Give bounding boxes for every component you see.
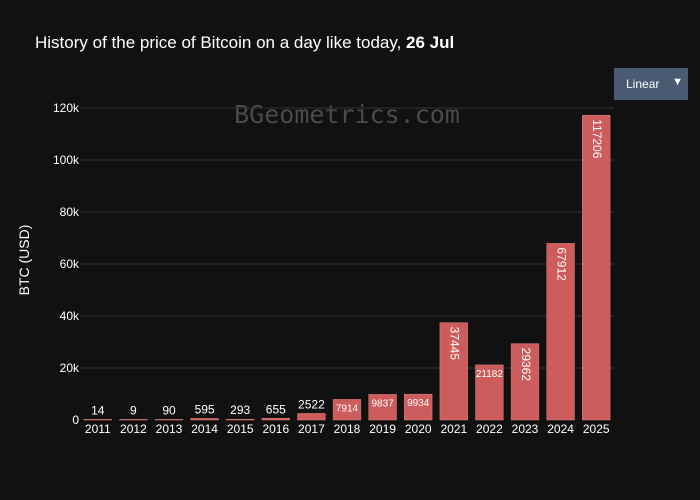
bar[interactable] [119, 419, 148, 421]
bar-value-label: 67912 [554, 247, 568, 281]
scale-dropdown-label: Linear [626, 77, 660, 91]
y-tick-label: 0 [72, 413, 79, 427]
bar[interactable] [439, 322, 468, 421]
bar[interactable] [404, 393, 433, 421]
bar[interactable] [190, 418, 219, 421]
bar-value-label: 595 [195, 402, 215, 416]
bar[interactable] [154, 419, 184, 421]
x-tick-label: 2015 [227, 422, 254, 436]
bar[interactable] [297, 413, 326, 421]
chevron-down-icon: ▼ [672, 76, 683, 88]
bar[interactable] [368, 394, 397, 421]
x-tick-label: 2011 [85, 422, 111, 436]
bar-value-label: 293 [230, 403, 250, 417]
bar-value-label: 21182 [476, 369, 504, 380]
bar-value-label: 9837 [371, 398, 394, 409]
x-tick-label: 2022 [476, 422, 503, 436]
x-tick-label: 2017 [298, 422, 325, 436]
bar[interactable] [582, 115, 611, 421]
bar[interactable] [546, 243, 575, 421]
bar[interactable] [226, 418, 255, 421]
x-tick-label: 2018 [334, 422, 361, 436]
x-tick-label: 2024 [547, 422, 574, 436]
bar-value-label: 2522 [298, 397, 325, 411]
x-tick-label: 2013 [156, 422, 183, 436]
bar-value-label: 9 [130, 403, 137, 417]
y-tick-label: 120k [53, 101, 80, 115]
bars [83, 115, 611, 421]
chart-title: History of the price of Bitcoin on a day… [35, 33, 454, 53]
y-axis-ticks: 0 20k 40k 60k 80k 100k 120k [53, 101, 80, 427]
x-tick-label: 2025 [583, 422, 610, 436]
chart-title-prefix: History of the price of Bitcoin on a day… [35, 33, 407, 52]
y-tick-label: 20k [60, 361, 80, 375]
bar-value-label: 9934 [407, 398, 430, 409]
watermark: BGeometrics.com [234, 100, 460, 129]
bar-value-label: 37445 [448, 327, 462, 361]
bar-value-label: 14 [91, 403, 105, 417]
x-tick-label: 2014 [191, 422, 218, 436]
bar[interactable] [475, 364, 504, 421]
bar[interactable] [261, 418, 290, 421]
x-tick-label: 2012 [120, 422, 147, 436]
bar[interactable] [332, 399, 362, 421]
y-tick-label: 100k [53, 153, 80, 167]
bar-value-label: 117206 [590, 119, 604, 158]
bar-value-label: 29362 [519, 348, 533, 382]
bar[interactable] [510, 343, 540, 421]
x-tick-label: 2021 [440, 422, 467, 436]
x-axis-ticks: 2011 2012 2013 2014 2015 2016 2017 2018 2019 2020… [85, 422, 610, 436]
x-tick-label: 2019 [369, 422, 396, 436]
bar-value-label: 7914 [336, 403, 359, 414]
y-tick-label: 80k [60, 205, 80, 219]
y-axis-label: BTC (USD) [16, 225, 32, 296]
x-tick-label: 2020 [405, 422, 432, 436]
bar-value-label: 90 [162, 403, 176, 417]
bar-value-label: 655 [266, 402, 286, 416]
x-tick-label: 2023 [512, 422, 539, 436]
bar[interactable] [83, 419, 112, 421]
grid-lines [80, 107, 614, 369]
scale-dropdown[interactable]: Linear ▼ [614, 68, 688, 100]
y-tick-label: 40k [60, 309, 80, 323]
bar-labels: 14 9 90 595 293 655 2522 7914 9837 9934 37445 21182… [91, 119, 604, 417]
y-tick-label: 60k [60, 257, 80, 271]
chart-title-date: 26 Jul [406, 33, 455, 52]
x-tick-label: 2016 [262, 422, 289, 436]
